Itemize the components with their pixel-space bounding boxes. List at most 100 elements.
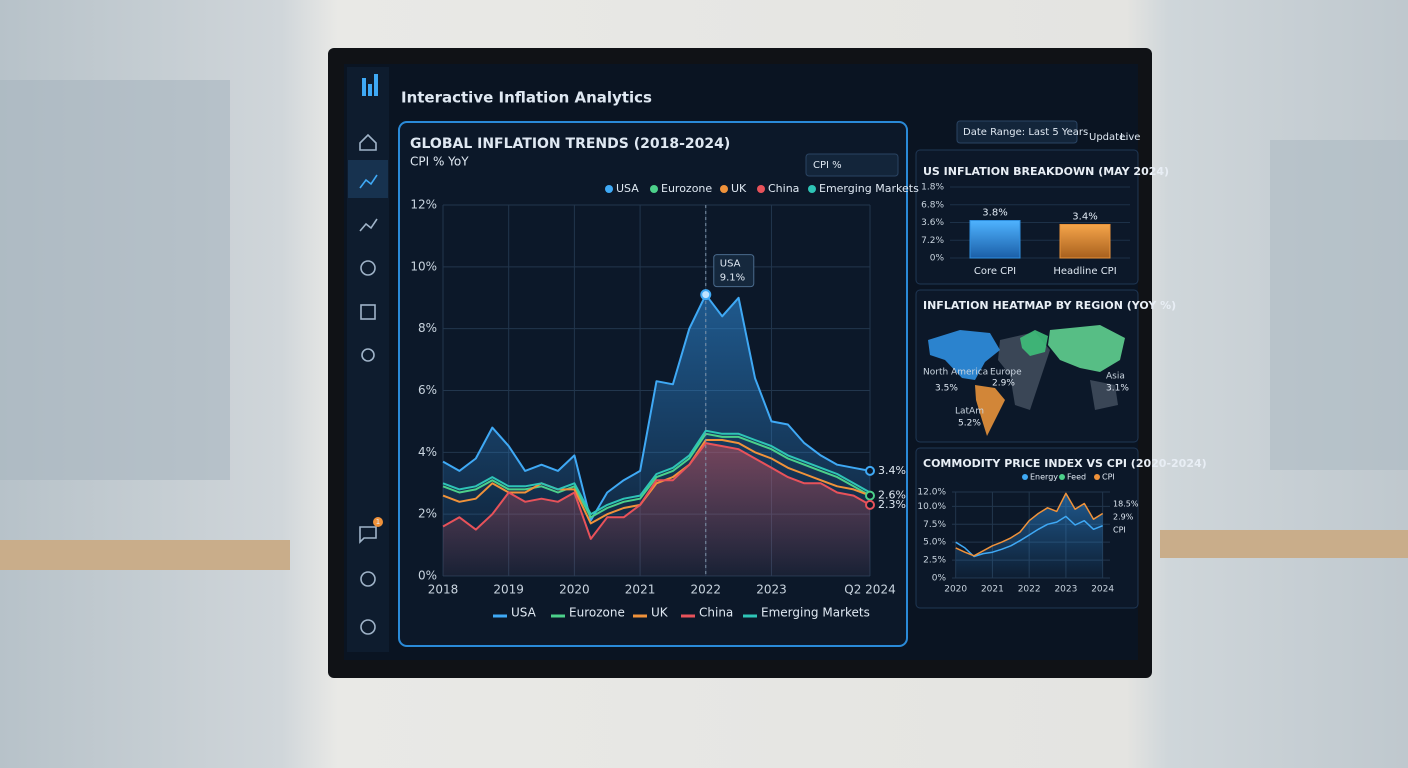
legend-label: Energy <box>1030 473 1058 482</box>
region-value: 5.2% <box>958 419 981 429</box>
users-icon[interactable] <box>361 348 375 362</box>
main-chart-subtitle: CPI % YoY <box>410 155 469 169</box>
region-name: Asia <box>1106 372 1125 382</box>
y-tick-label: 8% <box>418 321 437 335</box>
notification-count: 1 <box>376 518 380 526</box>
y-tick-label: 0% <box>418 569 437 583</box>
legend-label: UK <box>651 606 669 620</box>
bar <box>969 220 1021 259</box>
legend-label: Feed <box>1067 473 1086 482</box>
y-tick-label: 6.8% <box>921 200 944 210</box>
y-tick-label: 2.5% <box>923 556 946 566</box>
x-tick-label: 2024 <box>1091 585 1114 595</box>
x-tick-label: 2020 <box>559 583 590 597</box>
y-tick-label: 5.0% <box>923 538 946 548</box>
window <box>0 80 230 480</box>
nav-active[interactable] <box>348 160 388 198</box>
series-line <box>442 439 871 525</box>
commodity-title: COMMODITY PRICE INDEX VS CPI (2020-2024) <box>923 457 1207 470</box>
y-tick-label: 12% <box>410 198 437 212</box>
tooltip-title: USA <box>720 259 741 270</box>
x-tick-label: 2023 <box>756 583 787 597</box>
legend-dot <box>650 185 658 193</box>
end-label: 2.6% <box>878 489 906 502</box>
trend-icon[interactable] <box>359 218 378 232</box>
logo <box>374 74 378 96</box>
x-tick-label: 2023 <box>1054 585 1077 595</box>
y-tick-label: 6% <box>418 383 437 397</box>
map-region <box>928 330 1000 380</box>
logo <box>362 78 366 96</box>
tooltip-value: 9.1% <box>720 273 745 284</box>
y-tick-label: 4% <box>418 445 437 459</box>
y-tick-label: 2% <box>418 507 437 521</box>
tooltip <box>713 254 755 288</box>
metric-select[interactable] <box>805 153 899 177</box>
y-tick-label: 7.5% <box>923 520 946 530</box>
legend-label: China <box>768 182 799 195</box>
x-tick-label: 2022 <box>690 583 721 597</box>
notification-badge <box>373 517 383 527</box>
end-label: 2.3% <box>878 498 906 511</box>
desk <box>0 540 290 570</box>
legend-label: Emerging Markets <box>761 606 870 620</box>
x-tick-label: 2022 <box>1018 585 1041 595</box>
legend-label: USA <box>511 606 537 620</box>
tooltip-point <box>700 289 712 301</box>
annotation: 18.5% <box>1113 500 1139 509</box>
home-icon[interactable] <box>359 133 377 151</box>
currency-icon[interactable] <box>360 619 376 635</box>
series-line <box>442 293 871 522</box>
legend-label: Emerging Markets <box>819 182 919 195</box>
value-label: 3.4% <box>1072 211 1097 222</box>
legend-dot <box>720 185 728 193</box>
legend-label: CPI <box>1102 473 1115 482</box>
map-region <box>1020 330 1048 356</box>
clock-icon[interactable] <box>360 260 376 276</box>
legend-dot <box>605 185 613 193</box>
land <box>1090 380 1118 410</box>
settings-icon[interactable] <box>360 571 376 587</box>
y-tick-label: 7.2% <box>921 236 944 246</box>
end-point <box>865 465 875 476</box>
y-tick-label: 1.8% <box>921 183 944 193</box>
sidebar <box>347 67 389 652</box>
x-tick-label: Core CPI <box>974 266 1016 277</box>
update-label: Update: <box>1089 132 1129 143</box>
date-range-select[interactable] <box>956 120 1078 144</box>
value-label: 3.8% <box>982 208 1007 219</box>
region-name: North America <box>923 368 988 378</box>
messages-icon[interactable] <box>359 526 377 544</box>
update-status: Live <box>1120 132 1140 143</box>
y-tick-label: 10.0% <box>917 502 946 512</box>
app-title: Interactive Inflation Analytics <box>401 89 652 107</box>
legend-dot <box>1022 474 1028 480</box>
map-region <box>975 385 1005 436</box>
x-tick-label: 2019 <box>493 583 524 597</box>
legend-dot <box>808 185 816 193</box>
x-tick-label: 2021 <box>625 583 656 597</box>
bar <box>1059 223 1111 259</box>
y-tick-label: 0% <box>930 254 945 264</box>
bar-chart-title: US INFLATION BREAKDOWN (MAY 2024) <box>923 165 1169 178</box>
logo <box>368 84 372 96</box>
series-line <box>442 429 871 516</box>
chart-icon[interactable] <box>359 174 378 189</box>
report-icon[interactable] <box>360 304 376 320</box>
series-line <box>955 515 1103 558</box>
y-tick-label: 10% <box>410 259 437 273</box>
end-label: 3.4% <box>878 464 906 477</box>
y-tick-label: 12.0% <box>917 488 946 498</box>
legend-label: Eurozone <box>661 182 712 195</box>
legend-label: USA <box>616 182 639 195</box>
x-tick-label: Headline CPI <box>1053 266 1116 277</box>
x-tick-label: Q2 2024 <box>844 583 895 597</box>
legend-label: Eurozone <box>569 606 625 620</box>
main-chart-title: GLOBAL INFLATION TRENDS (2018-2024) <box>410 136 730 152</box>
y-tick-label: 3.6% <box>921 218 944 228</box>
x-tick-label: 2021 <box>981 585 1004 595</box>
region-value: 2.9% <box>992 379 1015 389</box>
window <box>1270 140 1408 470</box>
series-line <box>442 432 871 519</box>
region-name: LatAm <box>955 407 984 417</box>
